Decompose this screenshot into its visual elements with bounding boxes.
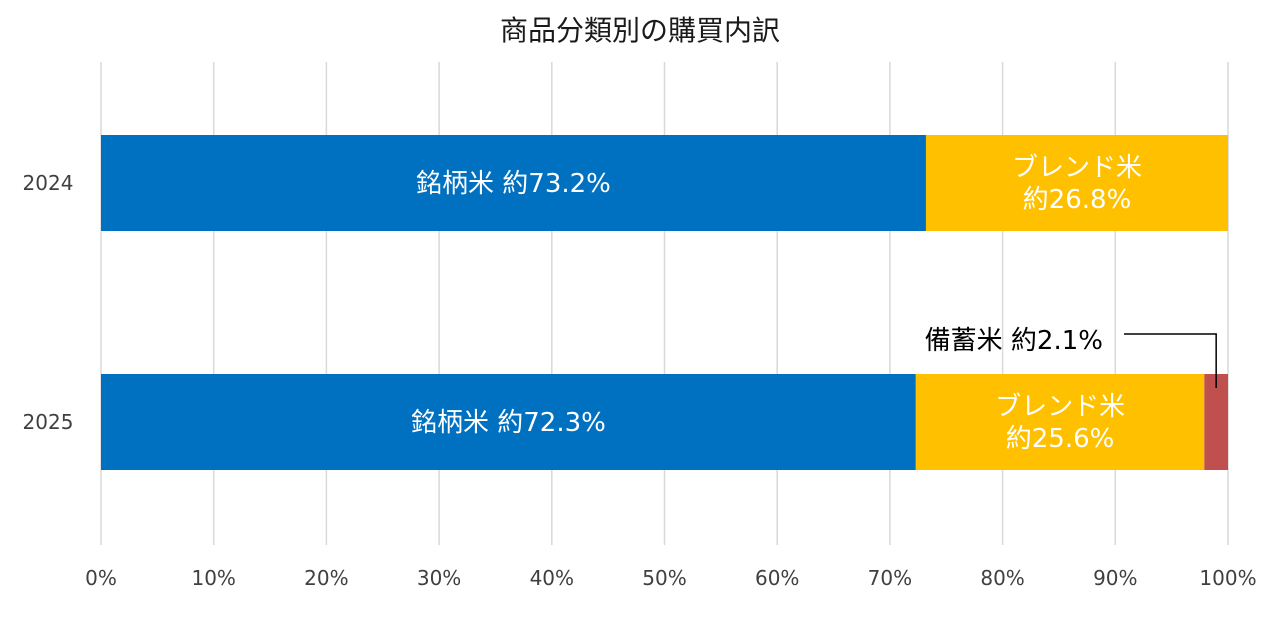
bar-brand-2025 (101, 374, 916, 470)
chart-title: 商品分類別の購買内訳 (500, 14, 780, 47)
data-label-brand-2025: 銘柄米 約72.3% (411, 408, 606, 438)
x-tick-label-90: 90% (1093, 566, 1137, 590)
annotation-leader-line (1124, 333, 1217, 388)
data-label-brand-2024: 銘柄米 約73.2% (416, 169, 611, 199)
bar-blend-2025 (915, 374, 1205, 470)
grid-lines (100, 62, 1229, 545)
x-tick-label-10: 10% (191, 566, 235, 590)
bar-blend-2024 (925, 135, 1228, 231)
y-axis-categories: 2024 2025 (23, 171, 74, 434)
bars (101, 135, 1228, 470)
data-label-blend-2024: ブレンド米約26.8% (1012, 153, 1142, 215)
x-tick-label-0: 0% (85, 566, 117, 590)
bar-reserve-2025 (1204, 374, 1228, 470)
x-tick-label-100: 100% (1199, 566, 1256, 590)
x-tick-label-40: 40% (530, 566, 574, 590)
data-labels: 銘柄米 約73.2% ブレンド米約26.8% 銘柄米 約72.3% ブレンド米約25.… (411, 153, 1142, 454)
category-label-2025: 2025 (23, 410, 74, 434)
x-tick-label-30: 30% (417, 566, 461, 590)
x-tick-label-50: 50% (642, 566, 686, 590)
category-label-2024: 2024 (23, 171, 74, 195)
data-label-blend-2025: ブレンド米約25.6% (995, 392, 1125, 454)
bar-brand-2024 (101, 135, 926, 231)
x-tick-label-60: 60% (755, 566, 799, 590)
annotation-label: 備蓄米 約2.1% (925, 326, 1103, 356)
x-tick-label-70: 70% (868, 566, 912, 590)
x-tick-label-20: 20% (304, 566, 348, 590)
x-tick-label-80: 80% (980, 566, 1024, 590)
x-axis-ticks: 0% 10% 20% 30% 40% 50% 60% 70% 80% 90% 100% (85, 566, 1256, 590)
annotation: 備蓄米 約2.1% (925, 326, 1217, 388)
